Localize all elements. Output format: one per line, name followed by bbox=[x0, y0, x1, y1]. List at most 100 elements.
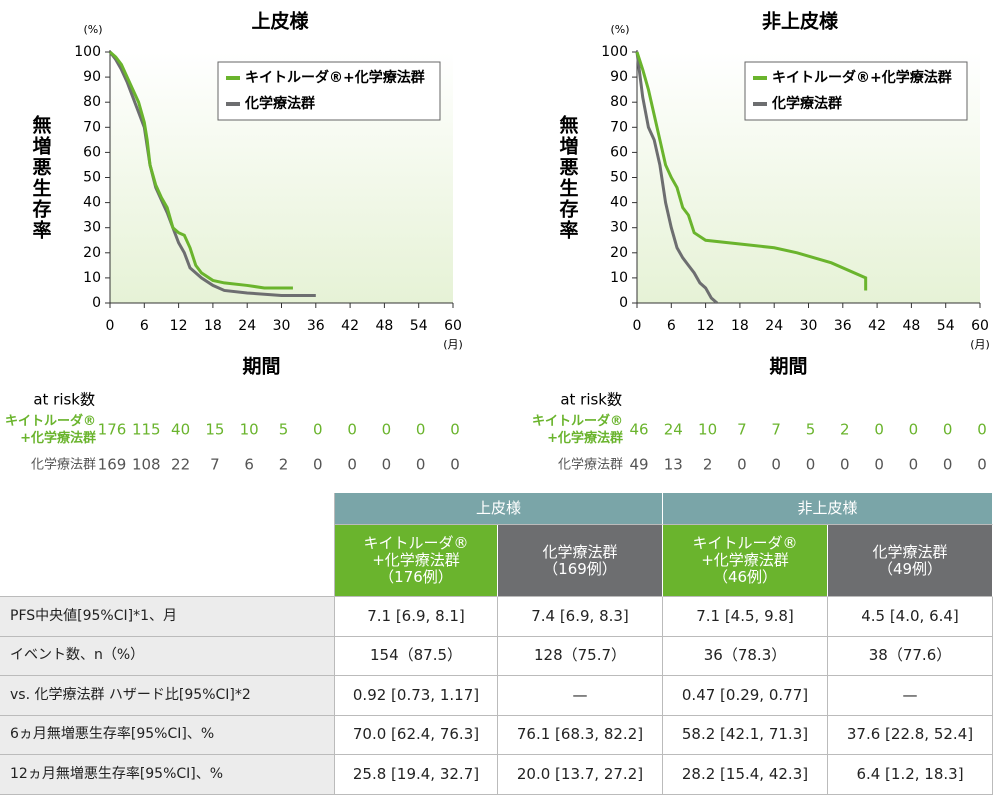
table-cell: 化学療法群 （49例） bbox=[828, 525, 993, 597]
at-risk-value: 0 bbox=[943, 421, 953, 439]
at-risk-value: 7 bbox=[737, 421, 747, 439]
table-cell: 38（77.6） bbox=[828, 636, 993, 676]
at-risk-value: 2 bbox=[703, 456, 713, 474]
at-risk-value: 10 bbox=[240, 421, 259, 439]
table-cell: キイトルーダ® +化学療法群 （176例） bbox=[335, 525, 498, 597]
at-risk-value: 13 bbox=[664, 456, 683, 474]
table-cell: 6.4 [1.2, 18.3] bbox=[828, 755, 993, 795]
at-risk-value: 0 bbox=[347, 421, 357, 439]
table-cell: — bbox=[828, 676, 993, 716]
y-tick-label: 90 bbox=[83, 69, 101, 85]
at-risk-value: 0 bbox=[382, 421, 392, 439]
at-risk-label: +化学療法群 bbox=[547, 430, 623, 446]
y-tick-label: 30 bbox=[83, 220, 101, 236]
y-tick-label: 100 bbox=[601, 44, 628, 60]
at-risk-value: 0 bbox=[382, 456, 392, 474]
at-risk-value: 0 bbox=[737, 456, 747, 474]
x-tick-label: 54 bbox=[410, 318, 428, 334]
y-tick-label: 80 bbox=[83, 94, 101, 110]
y-tick-label: 40 bbox=[83, 195, 101, 211]
y-tick-label: 50 bbox=[610, 170, 628, 186]
at-risk-value: 46 bbox=[629, 421, 648, 439]
at-risk-value: 0 bbox=[909, 456, 919, 474]
table-cell: 0.92 [0.73, 1.17] bbox=[335, 676, 498, 716]
x-tick-label: 12 bbox=[697, 318, 715, 334]
table-cell: 上皮様 bbox=[335, 493, 663, 525]
at-risk-value: 0 bbox=[416, 421, 426, 439]
legend-label: 化学療法群 bbox=[244, 95, 315, 112]
table-cell: 58.2 [42.1, 71.3] bbox=[663, 715, 828, 755]
y-tick-label: 80 bbox=[610, 94, 628, 110]
y-tick-label: 0 bbox=[619, 295, 628, 311]
y-tick-label: 10 bbox=[610, 270, 628, 286]
at-risk-label: 化学療法群 bbox=[558, 457, 623, 473]
x-axis-label: 期間 bbox=[769, 356, 807, 378]
at-risk-value: 40 bbox=[171, 421, 190, 439]
at-risk-value: 169 bbox=[98, 456, 127, 474]
y-tick-label: 50 bbox=[83, 170, 101, 186]
survival-line bbox=[635, 51, 868, 291]
x-tick-label: 36 bbox=[307, 318, 325, 334]
at-risk-value: 0 bbox=[874, 421, 884, 439]
at-risk-value: 0 bbox=[313, 456, 323, 474]
x-tick-label: 42 bbox=[868, 318, 886, 334]
table-cell: 20.0 [13.7, 27.2] bbox=[498, 755, 663, 795]
x-tick-label: 24 bbox=[238, 318, 256, 334]
table-cell: 25.8 [19.4, 32.7] bbox=[335, 755, 498, 795]
x-tick-label: 54 bbox=[937, 318, 955, 334]
at-risk-value: 24 bbox=[664, 421, 683, 439]
at-risk-value: 0 bbox=[874, 456, 884, 474]
at-risk-value: 0 bbox=[450, 456, 460, 474]
at-risk-value: 0 bbox=[977, 421, 987, 439]
table-cell: 0.47 [0.29, 0.77] bbox=[663, 676, 828, 716]
y-axis-label: 無増悪生存率 bbox=[30, 114, 52, 241]
table-cell: 37.6 [22.8, 52.4] bbox=[828, 715, 993, 755]
y-tick-label: 90 bbox=[610, 69, 628, 85]
at-risk-value: 2 bbox=[279, 456, 289, 474]
at-risk-value: 0 bbox=[313, 421, 323, 439]
table-cell bbox=[0, 493, 335, 597]
chart-title: 上皮様 bbox=[251, 10, 309, 33]
legend-label: キイトルーダ®+化学療法群 bbox=[245, 69, 425, 86]
survival-line bbox=[635, 51, 719, 305]
y-tick-label: 20 bbox=[83, 245, 101, 261]
legend-label: 化学療法群 bbox=[771, 95, 842, 112]
x-tick-label: 36 bbox=[834, 318, 852, 334]
at-risk-value: 115 bbox=[132, 421, 161, 439]
y-axis-label: 無増悪生存率 bbox=[557, 114, 579, 241]
table-cell: 36（78.3） bbox=[663, 636, 828, 676]
table-cell: 非上皮様 bbox=[663, 493, 993, 525]
y-tick-label: 10 bbox=[83, 270, 101, 286]
x-tick-label: 24 bbox=[765, 318, 783, 334]
y-unit: (%) bbox=[83, 23, 102, 36]
table-cell: 76.1 [68.3, 82.2] bbox=[498, 715, 663, 755]
at-risk-label: 化学療法群 bbox=[31, 457, 96, 473]
table-cell: PFS中央値[95%CI]*1、月 bbox=[0, 597, 335, 637]
at-risk-value: 10 bbox=[698, 421, 717, 439]
x-tick-label: 18 bbox=[731, 318, 749, 334]
table-cell: vs. 化学療法群 ハザード比[95%CI]*2 bbox=[0, 676, 335, 716]
at-risk-value: 0 bbox=[909, 421, 919, 439]
table-cell: イベント数、n（%） bbox=[0, 636, 335, 676]
y-tick-label: 70 bbox=[83, 119, 101, 135]
y-tick-label: 70 bbox=[610, 119, 628, 135]
table-cell: 28.2 [15.4, 42.3] bbox=[663, 755, 828, 795]
at-risk-value: 0 bbox=[347, 456, 357, 474]
legend-box bbox=[217, 61, 441, 121]
legend-box bbox=[744, 61, 968, 121]
table-cell: 7.1 [6.9, 8.1] bbox=[335, 597, 498, 637]
at-risk-value: 0 bbox=[977, 456, 987, 474]
results-table: 上皮様 非上皮様 キイトルーダ® +化学療法群 （176例） 化学療法群 （169例）… bbox=[0, 493, 1000, 803]
y-tick-label: 60 bbox=[83, 144, 101, 160]
y-tick-label: 100 bbox=[74, 44, 101, 60]
x-tick-label: 0 bbox=[633, 318, 642, 334]
table-cell: 6ヵ月無増悪生存率[95%CI]、% bbox=[0, 715, 335, 755]
x-tick-label: 48 bbox=[375, 318, 393, 334]
charts: 上皮様(%)(月)無増悪生存率期間01020304050607080901000… bbox=[5, 10, 990, 474]
at-risk-value: 108 bbox=[132, 456, 161, 474]
x-tick-label: 6 bbox=[140, 318, 149, 334]
table-cell: — bbox=[498, 676, 663, 716]
at-risk-value: 22 bbox=[171, 456, 190, 474]
